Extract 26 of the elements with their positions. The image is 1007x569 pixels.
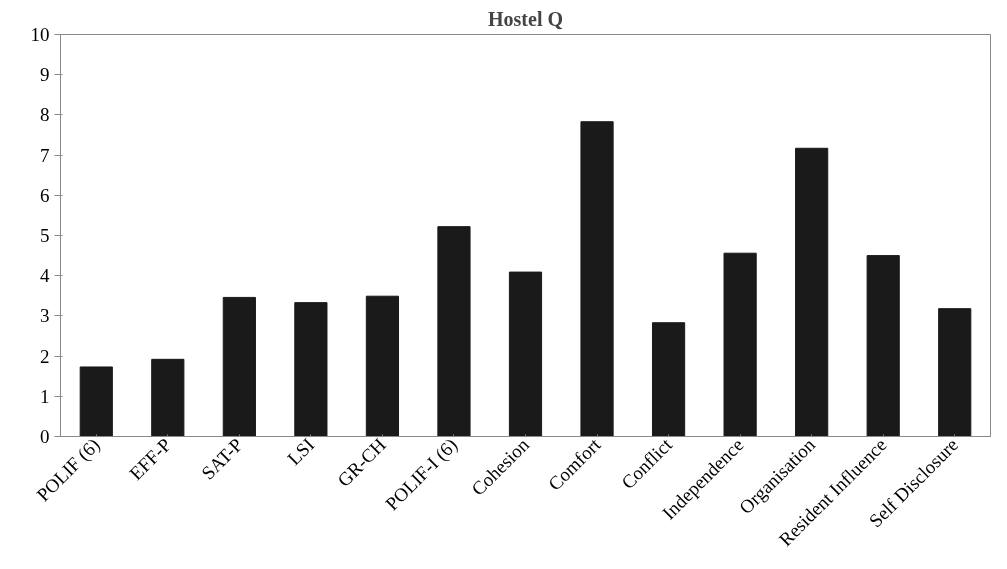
bar: [151, 358, 185, 437]
bar: [651, 322, 686, 437]
bar: [866, 255, 900, 437]
y-tick-label: 2: [40, 345, 50, 367]
bar: [580, 121, 614, 437]
bar: [79, 366, 113, 437]
y-tick-label: 6: [40, 184, 50, 206]
y-tick-label: 8: [40, 104, 50, 126]
y-tick-label: 5: [40, 225, 50, 246]
y-tick-label: 10: [30, 24, 50, 45]
y-tick-label: 9: [40, 64, 50, 86]
y-tick-label: 3: [40, 305, 50, 327]
bar: [294, 302, 328, 437]
y-tick-label: 1: [40, 385, 50, 407]
y-tick-label: 0: [40, 426, 50, 447]
bar: [938, 308, 972, 437]
x-tick-label: LSI: [283, 434, 319, 470]
y-tick-label: 7: [40, 144, 50, 166]
bar: [365, 295, 400, 437]
bar: [723, 252, 757, 437]
y-tick-label: 4: [40, 265, 50, 287]
bar: [795, 147, 829, 437]
chart-title: Hostel Q: [488, 7, 563, 30]
bar: [222, 296, 256, 437]
bar: [508, 271, 543, 437]
bar: [437, 226, 471, 437]
